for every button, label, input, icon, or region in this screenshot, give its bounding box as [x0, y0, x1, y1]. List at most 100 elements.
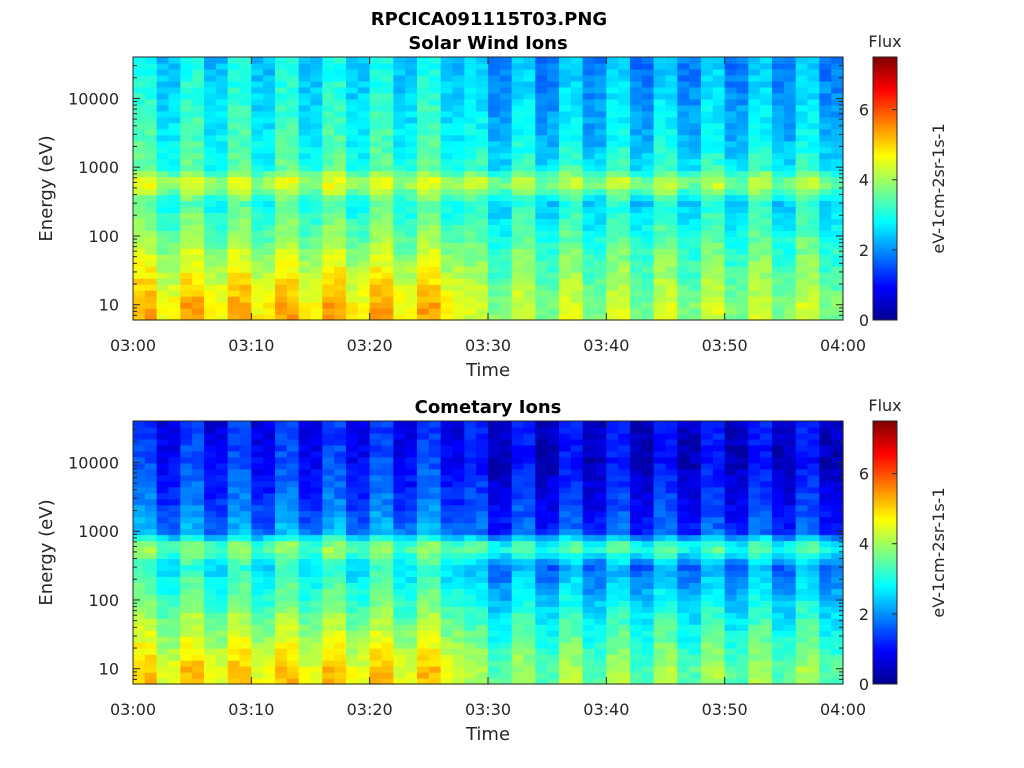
heatmap-cell: [488, 432, 501, 440]
heatmap-cell: [204, 284, 217, 291]
heatmap-cell: [227, 516, 241, 524]
heatmap-cell: [357, 57, 371, 64]
heatmap-cell: [535, 468, 548, 476]
heatmap-cell: [180, 588, 193, 595]
heatmap-cell: [393, 462, 406, 470]
heatmap-cell: [582, 260, 596, 267]
heatmap-cell: [334, 104, 347, 112]
heatmap-cell: [286, 116, 300, 124]
heatmap-cell: [405, 188, 418, 196]
heatmap-cell: [239, 432, 252, 440]
heatmap-cell: [440, 278, 454, 285]
heatmap-cell: [736, 80, 749, 88]
heatmap-cell: [689, 546, 702, 554]
heatmap-cell: [286, 158, 300, 166]
heatmap-cell: [286, 678, 300, 685]
heatmap-cell: [357, 296, 371, 303]
heatmap-cell: [263, 188, 276, 196]
heatmap-cell: [251, 474, 264, 482]
heatmap-cell: [204, 528, 217, 536]
heatmap-cell: [641, 588, 655, 595]
heatmap-cell: [452, 296, 465, 303]
heatmap-cell: [760, 152, 773, 160]
heatmap-cell: [168, 224, 181, 231]
heatmap-cell: [393, 504, 406, 512]
heatmap-cell: [133, 176, 146, 184]
heatmap-cell: [405, 522, 418, 530]
heatmap-cell: [570, 134, 584, 142]
heatmap-cell: [180, 438, 193, 446]
heatmap-cell: [440, 594, 454, 601]
heatmap-cell: [547, 462, 560, 470]
heatmap-cell: [381, 558, 394, 566]
heatmap-cell: [760, 224, 773, 231]
heatmap-cell: [464, 564, 477, 572]
heatmap-cell: [488, 134, 501, 142]
heatmap-cell: [523, 254, 536, 261]
heatmap-cell: [701, 558, 714, 566]
heatmap-cell: [748, 110, 761, 118]
heatmap-cell: [559, 546, 572, 554]
heatmap-cell: [606, 254, 619, 261]
heatmap-cell: [428, 642, 442, 649]
heatmap-cell: [547, 134, 560, 142]
heatmap-cell: [712, 176, 726, 184]
heatmap-cell: [180, 468, 193, 476]
heatmap-cell: [144, 474, 158, 482]
heatmap-cell: [582, 314, 596, 321]
heatmap-cell: [689, 588, 702, 595]
heatmap-cell: [570, 212, 584, 219]
heatmap-cell: [712, 558, 726, 566]
heatmap-cell: [476, 62, 489, 70]
heatmap-cell: [180, 600, 193, 607]
heatmap-cell: [582, 480, 596, 488]
heatmap-cell: [286, 278, 300, 285]
heatmap-cell: [310, 678, 323, 685]
heatmap-cell: [334, 648, 347, 655]
heatmap-cell: [417, 104, 430, 112]
heatmap-cell: [547, 116, 560, 124]
heatmap-cell: [133, 242, 146, 249]
heatmap-cell: [369, 432, 383, 440]
heatmap-cell: [251, 158, 264, 166]
heatmap-cell: [298, 438, 312, 446]
heatmap-cell: [405, 80, 418, 88]
heatmap-cell: [594, 314, 607, 321]
heatmap-cell: [168, 212, 181, 219]
heatmap-cell: [334, 456, 347, 464]
heatmap-cell: [227, 62, 241, 70]
heatmap-cell: [133, 660, 146, 667]
heatmap-cell: [499, 534, 513, 542]
heatmap-cell: [180, 678, 193, 685]
heatmap-cell: [523, 540, 536, 548]
heatmap-cell: [653, 134, 667, 142]
heatmap-cell: [192, 450, 205, 458]
heatmap-cell: [263, 516, 276, 524]
heatmap-cell: [665, 678, 678, 685]
heatmap-cell: [464, 660, 477, 667]
heatmap-cell: [440, 504, 454, 512]
heatmap-cell: [641, 618, 655, 625]
heatmap-cell: [334, 146, 347, 154]
heatmap-cell: [665, 666, 678, 673]
heatmap-cell: [511, 504, 525, 512]
heatmap-cell: [476, 266, 489, 273]
heatmap-cell: [275, 672, 288, 679]
heatmap-cell: [440, 164, 454, 172]
heatmap-cell: [322, 176, 335, 184]
heatmap-cell: [712, 266, 726, 273]
heatmap-cell: [559, 242, 572, 249]
heatmap-cell: [606, 588, 619, 595]
heatmap-cell: [144, 438, 158, 446]
heatmap-cell: [665, 480, 678, 488]
heatmap-cell: [133, 498, 146, 506]
heatmap-cell: [286, 152, 300, 160]
heatmap-cell: [712, 152, 726, 160]
heatmap-cell: [310, 588, 323, 595]
heatmap-cell: [736, 158, 749, 166]
heatmap-cell: [310, 630, 323, 637]
heatmap-cell: [582, 188, 596, 196]
heatmap-cell: [133, 528, 146, 536]
heatmap-cell: [440, 606, 454, 613]
heatmap-cell: [204, 122, 217, 130]
